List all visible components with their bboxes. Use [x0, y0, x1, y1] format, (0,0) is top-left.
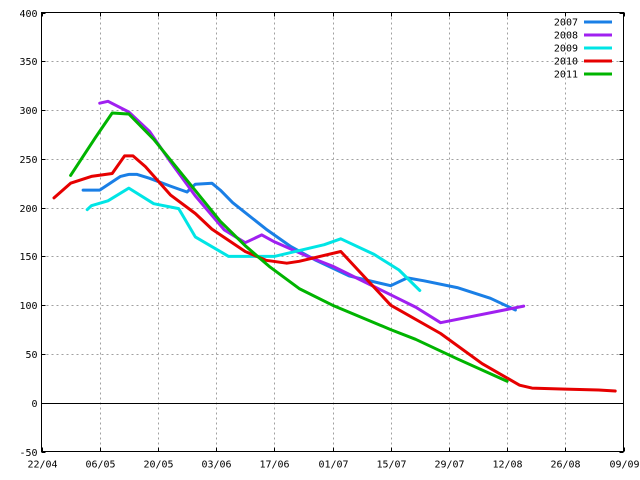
- series-line-2008: [98, 99, 526, 325]
- y-tick-label: 250: [19, 155, 37, 166]
- series-line-2009: [85, 186, 422, 292]
- legend-label-2010: 2010: [554, 57, 578, 68]
- x-tick-label: 26/08: [550, 460, 580, 471]
- series-line-2011: [69, 111, 509, 383]
- plot-frame: [41, 12, 624, 452]
- x-tick-label: 20/05: [143, 460, 173, 471]
- legend-label-2009: 2009: [554, 44, 578, 55]
- x-tick-label: 22/04: [27, 460, 57, 471]
- y-tick-label: 200: [19, 204, 37, 215]
- series-line-2007: [81, 172, 517, 312]
- y-tick-label: 0: [31, 399, 37, 410]
- x-tick-label: 12/08: [492, 460, 522, 471]
- x-axis-ticks: 22/04 06/05 20/05 03/06 17/06 01/07 15/07 29/07…: [27, 12, 640, 471]
- y-tick-label: 100: [19, 301, 37, 312]
- x-tick-label: 17/06: [259, 460, 289, 471]
- series-lines: [52, 99, 617, 393]
- legend-label-2011: 2011: [554, 70, 578, 81]
- x-tick-label: 15/07: [376, 460, 406, 471]
- y-tick-label: 400: [19, 9, 37, 20]
- y-tick-label: 300: [19, 106, 37, 117]
- y-axis-ticks: -50 0 50 100 150 200 250 300 350 400: [19, 9, 624, 459]
- legend-label-2008: 2008: [554, 31, 578, 42]
- x-tick-label: 03/06: [201, 460, 231, 471]
- y-tick-label: 50: [25, 350, 37, 361]
- legend-label-2007: 2007: [554, 18, 578, 29]
- x-tick-label: 09/09: [609, 460, 639, 471]
- legend: 2007 2008 2009 2010 2011: [554, 18, 612, 81]
- y-tick-label: 350: [19, 57, 37, 68]
- x-tick-label: 01/07: [318, 460, 348, 471]
- y-tick-label: -50: [19, 448, 37, 459]
- x-tick-label: 29/07: [434, 460, 464, 471]
- y-tick-label: 150: [19, 252, 37, 263]
- x-tick-label: 06/05: [85, 460, 115, 471]
- series-line-2010: [52, 154, 617, 393]
